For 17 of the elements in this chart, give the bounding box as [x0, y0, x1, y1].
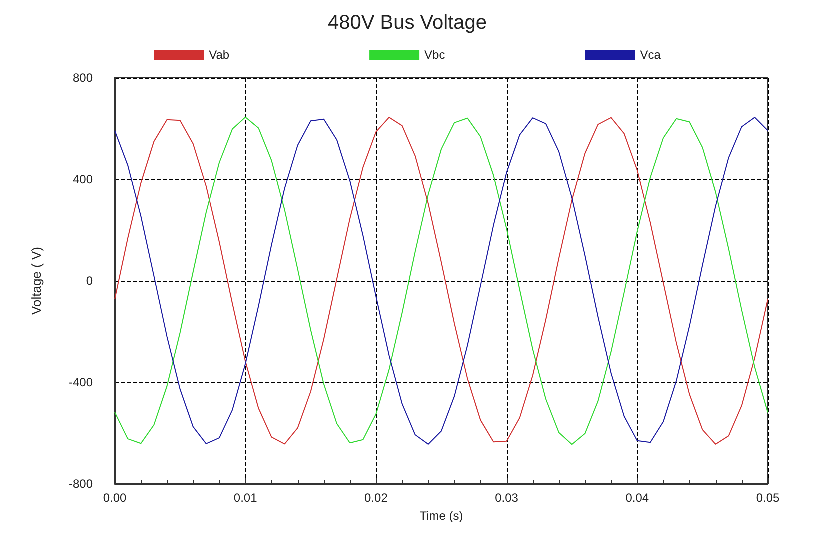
y-tick-label: 800 [72, 71, 94, 85]
y-tick-label: 400 [72, 172, 94, 186]
x-tick-label: 0.00 [103, 491, 127, 505]
x-tick-label: 0.04 [626, 491, 650, 505]
x-tick-label: 0.01 [234, 491, 258, 505]
chart-title: 480V Bus Voltage [328, 12, 488, 34]
x-tick-label: 0.03 [495, 491, 519, 505]
y-tick-label: -400 [68, 376, 94, 390]
x-axis-title: Time (s) [420, 509, 464, 523]
legend-label: Vca [640, 48, 662, 62]
y-axis-title: Voltage ( V) [29, 247, 44, 315]
y-tick-label: -800 [68, 477, 94, 491]
legend-label: Vab [209, 48, 230, 62]
legend-label: Vbc [424, 48, 446, 62]
y-tick-label: 0 [86, 274, 94, 288]
x-tick-label: 0.02 [364, 491, 388, 505]
x-tick-label: 0.05 [756, 491, 780, 505]
